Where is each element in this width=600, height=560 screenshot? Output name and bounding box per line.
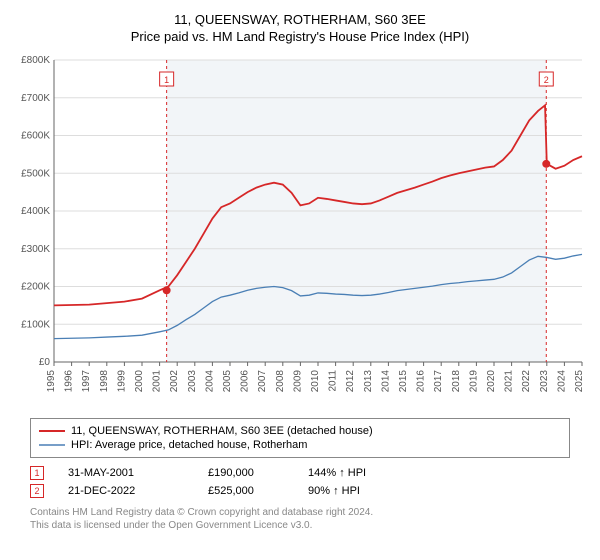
svg-text:2021: 2021	[504, 370, 515, 393]
svg-text:1997: 1997	[81, 370, 92, 393]
svg-text:2011: 2011	[328, 370, 339, 392]
svg-text:2005: 2005	[222, 370, 233, 393]
sale-date: 31-MAY-2001	[68, 467, 208, 479]
svg-text:2001: 2001	[152, 370, 163, 393]
svg-text:1999: 1999	[116, 370, 127, 393]
footer-line-1: Contains HM Land Registry data © Crown c…	[30, 506, 588, 519]
container: 11, QUEENSWAY, ROTHERHAM, S60 3EE Price …	[0, 0, 600, 560]
svg-text:2000: 2000	[134, 370, 145, 393]
sale-date: 21-DEC-2022	[68, 485, 208, 497]
footer-line-2: This data is licensed under the Open Gov…	[30, 519, 588, 532]
svg-text:2024: 2024	[556, 370, 567, 393]
svg-text:2016: 2016	[416, 370, 427, 393]
legend-label-hpi: HPI: Average price, detached house, Roth…	[71, 439, 307, 451]
svg-text:2002: 2002	[169, 370, 180, 393]
svg-text:£200K: £200K	[21, 282, 50, 293]
svg-text:1996: 1996	[64, 370, 75, 393]
svg-text:2018: 2018	[451, 370, 462, 393]
chart-svg: £0 £100K £200K £300K £400K £500K £600K £700K £80…	[12, 52, 588, 412]
svg-text:2013: 2013	[363, 370, 374, 393]
legend-row-hpi: HPI: Average price, detached house, Roth…	[39, 439, 561, 451]
svg-text:£600K: £600K	[21, 131, 50, 142]
footer-text: Contains HM Land Registry data © Crown c…	[30, 506, 588, 532]
svg-text:2010: 2010	[310, 370, 321, 393]
svg-text:2: 2	[544, 75, 549, 85]
sale-price: £190,000	[208, 467, 308, 479]
svg-text:2004: 2004	[204, 370, 215, 393]
sale-row: 2 21-DEC-2022£525,00090% ↑ HPI	[30, 484, 588, 498]
svg-text:£300K: £300K	[21, 244, 50, 255]
sale-pct: 90% ↑ HPI	[308, 485, 428, 497]
svg-text:2022: 2022	[521, 370, 532, 393]
svg-text:2023: 2023	[539, 370, 550, 393]
sale-marker-icon: 2	[30, 484, 44, 498]
svg-text:2019: 2019	[468, 370, 479, 393]
svg-text:2017: 2017	[433, 370, 444, 393]
svg-text:2003: 2003	[187, 370, 198, 393]
sale-row: 1 31-MAY-2001£190,000144% ↑ HPI	[30, 466, 588, 480]
legend-row-property: 11, QUEENSWAY, ROTHERHAM, S60 3EE (detac…	[39, 425, 561, 437]
svg-text:£400K: £400K	[21, 206, 50, 217]
svg-text:£0: £0	[39, 357, 51, 368]
svg-text:2025: 2025	[574, 370, 585, 393]
svg-text:1: 1	[164, 75, 169, 85]
sale-marker-icon: 1	[30, 466, 44, 480]
svg-text:1995: 1995	[46, 370, 57, 393]
svg-text:£100K: £100K	[21, 319, 50, 330]
svg-text:2014: 2014	[380, 370, 391, 393]
legend-label-property: 11, QUEENSWAY, ROTHERHAM, S60 3EE (detac…	[71, 425, 373, 437]
svg-text:1998: 1998	[99, 370, 110, 393]
svg-text:2008: 2008	[275, 370, 286, 393]
svg-text:2020: 2020	[486, 370, 497, 393]
svg-text:2015: 2015	[398, 370, 409, 393]
svg-text:£700K: £700K	[21, 93, 50, 104]
svg-text:2012: 2012	[345, 370, 356, 393]
svg-text:£800K: £800K	[21, 55, 50, 66]
chart-area: £0 £100K £200K £300K £400K £500K £600K £700K £80…	[12, 52, 588, 412]
sale-pct: 144% ↑ HPI	[308, 467, 428, 479]
svg-text:2006: 2006	[240, 370, 251, 393]
chart-title: 11, QUEENSWAY, ROTHERHAM, S60 3EE	[12, 12, 588, 27]
svg-text:£500K: £500K	[21, 168, 50, 179]
svg-text:2009: 2009	[292, 370, 303, 393]
legend-box: 11, QUEENSWAY, ROTHERHAM, S60 3EE (detac…	[30, 418, 570, 458]
sale-price: £525,000	[208, 485, 308, 497]
chart-subtitle: Price paid vs. HM Land Registry's House …	[12, 29, 588, 44]
svg-text:2007: 2007	[257, 370, 268, 393]
